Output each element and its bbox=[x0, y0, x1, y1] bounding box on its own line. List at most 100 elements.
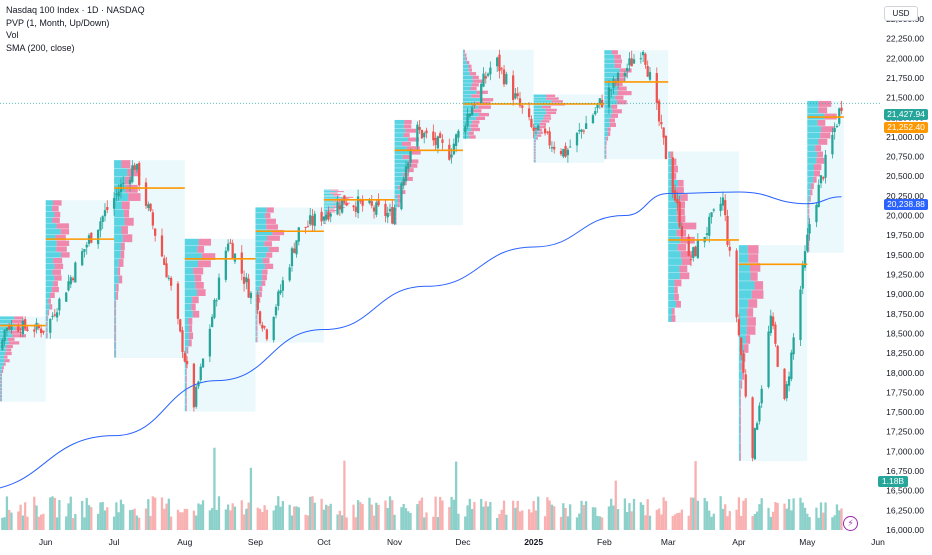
profile-up-row bbox=[604, 63, 615, 68]
price-tick-label: 17,500.00 bbox=[886, 407, 924, 417]
volume-bar bbox=[639, 502, 642, 530]
profile-down-row bbox=[605, 145, 607, 150]
profile-down-row bbox=[12, 334, 27, 338]
profile-up-row bbox=[738, 416, 740, 425]
profile-up-row bbox=[184, 332, 189, 340]
candle-body bbox=[409, 149, 412, 163]
profile-down-row bbox=[677, 201, 685, 209]
candle-body bbox=[420, 129, 424, 139]
candle-body bbox=[598, 98, 601, 105]
candle-body bbox=[149, 203, 152, 211]
volume-bar bbox=[67, 503, 70, 530]
time-axis[interactable]: Jun Jul Aug Sep Oct Nov Dec 2025 Feb Mar Apr May Jun bbox=[39, 537, 885, 547]
profile-down-row bbox=[11, 319, 25, 324]
candle-body bbox=[484, 76, 487, 79]
candle-body bbox=[169, 277, 173, 286]
profile-down-row bbox=[619, 72, 628, 78]
profile-down-row bbox=[674, 293, 679, 301]
profile-up-row bbox=[533, 105, 542, 109]
candle-body bbox=[179, 319, 182, 332]
candle-body bbox=[498, 54, 501, 72]
volume-bar bbox=[409, 512, 412, 530]
profile-down-row bbox=[122, 234, 133, 243]
candle-body bbox=[486, 73, 490, 76]
volume-bar bbox=[103, 510, 107, 530]
profile-up-row bbox=[114, 300, 116, 309]
profile-down-row bbox=[605, 154, 607, 159]
volume-bar bbox=[466, 505, 469, 530]
volume-bar bbox=[391, 500, 394, 530]
profile-up-row bbox=[668, 201, 678, 209]
profile-up-row bbox=[45, 211, 55, 218]
currency-button[interactable]: USD bbox=[884, 6, 918, 21]
profile-down-row bbox=[48, 298, 51, 304]
profile-up-row bbox=[394, 181, 402, 186]
profile-down-row bbox=[546, 111, 557, 115]
symbol-title[interactable]: Nasdaq 100 Index · 1D · NASDAQ bbox=[6, 5, 145, 15]
candle-body bbox=[372, 207, 376, 212]
candle-body bbox=[377, 199, 380, 206]
profile-up-row bbox=[323, 201, 334, 203]
volume-bar bbox=[790, 510, 793, 530]
candle-body bbox=[721, 197, 725, 206]
volume-bar bbox=[179, 512, 182, 530]
profile-down-row bbox=[188, 332, 194, 340]
profile-up-row bbox=[668, 243, 678, 251]
candle-body bbox=[662, 127, 665, 138]
profile-down-row bbox=[742, 371, 745, 380]
profile-down-row bbox=[471, 94, 482, 98]
profile-up-row bbox=[668, 258, 682, 265]
profile-down-row bbox=[541, 120, 550, 123]
indicator-vol-label[interactable]: Vol bbox=[6, 30, 19, 40]
profile-down-row bbox=[619, 68, 632, 73]
profile-down-row bbox=[614, 59, 622, 64]
volume-bar bbox=[71, 517, 75, 530]
volume-bar bbox=[81, 500, 84, 530]
candle-body bbox=[384, 203, 387, 217]
volume-bar bbox=[569, 504, 572, 530]
volume-bar bbox=[375, 502, 378, 530]
profile-up-row bbox=[462, 94, 472, 98]
profile-up-row bbox=[604, 54, 615, 59]
volume-bar bbox=[614, 480, 617, 530]
profile-up-row bbox=[255, 280, 262, 286]
candle-body bbox=[274, 306, 278, 316]
candle-body bbox=[195, 386, 198, 407]
indicator-sma-label[interactable]: SMA (200, close) bbox=[6, 42, 75, 53]
candle-body bbox=[135, 163, 139, 170]
candle-body bbox=[131, 165, 134, 183]
profile-down-row bbox=[3, 362, 6, 366]
profile-down-row bbox=[469, 135, 476, 139]
lightning-icon[interactable]: ⚡ bbox=[843, 516, 858, 531]
profile-up-row bbox=[807, 189, 811, 196]
volume-bar bbox=[199, 504, 202, 530]
candle-body bbox=[473, 104, 476, 106]
price-axis[interactable]: 16,000.00 16,250.00 16,500.00 16,750.00 17,0… bbox=[886, 14, 924, 535]
volume-bar bbox=[630, 511, 633, 530]
volume-bar bbox=[309, 496, 312, 530]
profile-down-row bbox=[676, 215, 686, 223]
profile-down-row bbox=[46, 327, 48, 333]
indicator-pvp-label[interactable]: PVP (1, Month, Up/Down) bbox=[6, 17, 110, 28]
profile-up-row bbox=[45, 327, 47, 333]
profile-down-row bbox=[333, 195, 340, 197]
profile-up-row bbox=[394, 146, 407, 151]
volume-bar bbox=[432, 516, 435, 530]
profile-up-row bbox=[604, 127, 608, 132]
price-tick-label: 19,500.00 bbox=[886, 250, 924, 260]
volume-bar bbox=[258, 508, 262, 530]
profile-down-row bbox=[115, 308, 117, 317]
volume-bar bbox=[359, 502, 362, 530]
price-tick-label: 21,500.00 bbox=[886, 93, 924, 103]
candle-body bbox=[689, 259, 693, 261]
price-tick-label: 16,500.00 bbox=[886, 486, 924, 496]
candle-body bbox=[293, 248, 296, 253]
volume-bar bbox=[710, 516, 713, 530]
poc-lines bbox=[0, 81, 844, 327]
profile-up-row bbox=[255, 337, 257, 343]
profile-up-row bbox=[255, 308, 257, 315]
candle-body bbox=[785, 384, 788, 399]
candle-body bbox=[5, 327, 9, 331]
